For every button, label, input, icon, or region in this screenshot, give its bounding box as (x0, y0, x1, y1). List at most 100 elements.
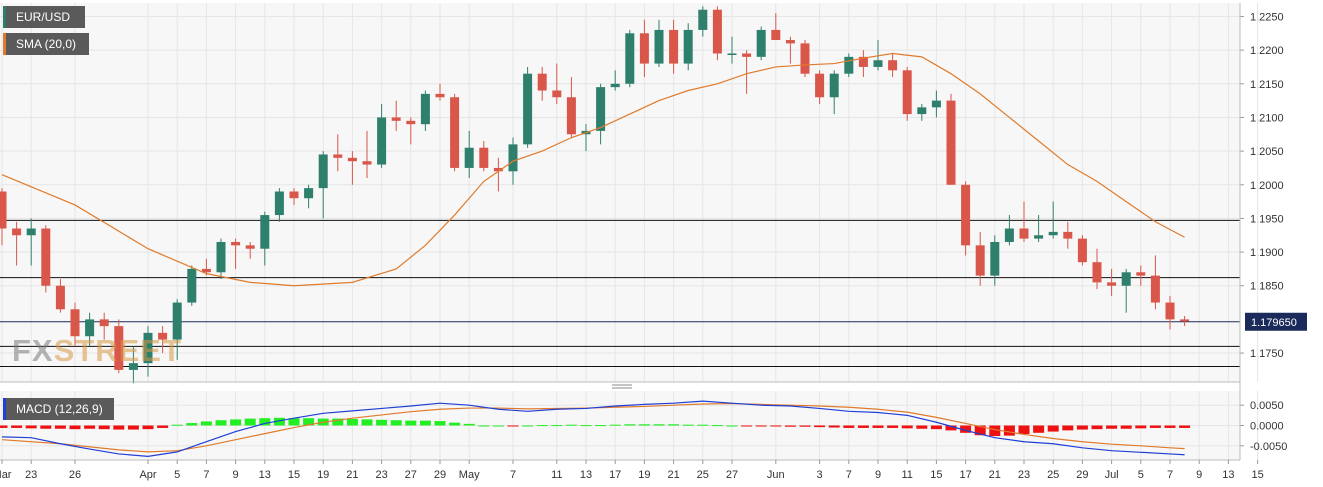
x-tick-label: 21 (346, 469, 358, 481)
macd-histogram-bar (200, 421, 212, 426)
x-tick-label: 9 (875, 469, 881, 481)
macd-histogram-bar (624, 424, 636, 426)
x-tick-label: 15 (930, 469, 942, 481)
x-tick-label: 19 (317, 469, 329, 481)
macd-histogram-bar (1003, 425, 1015, 436)
x-tick-label: 25 (697, 469, 709, 481)
macd-histogram-bar (974, 425, 986, 436)
macd-histogram-bar (230, 419, 242, 426)
candle-body (931, 100, 941, 108)
candle-body (128, 363, 138, 370)
x-tick-label: 15 (1251, 469, 1263, 481)
x-tick-label: 23 (25, 469, 37, 481)
macd-histogram-bar (1047, 425, 1059, 432)
macd-histogram-bar (1164, 425, 1176, 428)
candle-body (771, 29, 781, 41)
candle-body (1034, 235, 1044, 239)
candle-body (158, 332, 168, 340)
macd-histogram-bar (595, 425, 607, 427)
macd-histogram-bar (113, 425, 125, 430)
macd-histogram-bar (11, 425, 23, 428)
x-tick-label: 29 (1076, 469, 1088, 481)
candle-body (844, 56, 854, 74)
candle-body (829, 73, 839, 98)
candle-body (902, 70, 912, 115)
price-y-tick-label: 1.2050 (1250, 146, 1284, 158)
x-tick-label: 9 (233, 469, 239, 481)
x-tick-label: May (459, 469, 480, 481)
x-tick-label: 13 (1222, 469, 1234, 481)
x-tick-label: 23 (375, 469, 387, 481)
candle-body (990, 241, 1000, 276)
candle-body (318, 154, 328, 189)
x-tick-label: 26 (69, 469, 81, 481)
macd-histogram-bar (1018, 425, 1030, 435)
macd-histogram-bar (127, 425, 139, 430)
macd-histogram-bar (814, 425, 826, 428)
macd-histogram-bar (580, 425, 592, 427)
candle-body (99, 319, 109, 327)
candle-body (537, 73, 547, 91)
macd-histogram-bar (40, 425, 52, 429)
macd-histogram-bar (930, 425, 942, 430)
macd-histogram-bar (843, 425, 855, 428)
macd-histogram-bar (784, 425, 796, 427)
candle-body (391, 117, 401, 121)
macd-histogram-bar (726, 425, 738, 427)
candle-body (245, 245, 255, 249)
macd-indicator-label[interactable]: MACD (12,26,9) (3, 398, 114, 420)
candle-body (114, 326, 124, 370)
candle-body (625, 33, 635, 84)
sma-indicator-label[interactable]: SMA (20,0) (3, 33, 89, 55)
macd-histogram-bar (1062, 425, 1074, 431)
x-tick-label: 25 (1047, 469, 1059, 481)
candle-body (698, 9, 708, 30)
candle-body (1077, 238, 1087, 263)
macd-histogram-bar (828, 425, 840, 428)
macd-histogram-bar (405, 420, 417, 426)
x-tick-label: Jul (1105, 469, 1119, 481)
candle-body (435, 93, 445, 98)
candle-body (727, 53, 737, 55)
price-y-tick-label: 1.2000 (1250, 180, 1284, 192)
macd-histogram-bar (1149, 425, 1161, 428)
candle-body (231, 241, 241, 246)
macd-histogram-bar (303, 418, 315, 426)
candle-body (961, 184, 971, 246)
macd-histogram-bar (84, 425, 96, 429)
x-tick-label: 21 (667, 469, 679, 481)
candle-body (450, 97, 460, 168)
macd-histogram-bar (98, 425, 110, 430)
x-tick-label: 19 (638, 469, 650, 481)
x-tick-label: Apr (139, 469, 156, 481)
candle-body (479, 147, 489, 168)
x-tick-label: 17 (959, 469, 971, 481)
macd-histogram-bar (1106, 425, 1118, 429)
current-price-label: 1.179650 (1251, 317, 1297, 329)
candle-body (464, 147, 474, 168)
price-y-tick-label: 1.2150 (1250, 79, 1284, 91)
candle-body (187, 268, 197, 303)
macd-histogram-bar (682, 424, 694, 426)
candle-body (815, 73, 825, 98)
macd-histogram-bar (273, 417, 285, 426)
x-tick-label: 13 (259, 469, 271, 481)
macd-y-tick-label: 0.0050 (1250, 400, 1284, 412)
macd-histogram-bar (916, 425, 928, 429)
candle-body (756, 29, 766, 57)
macd-histogram-bar (711, 425, 723, 427)
x-tick-label: 7 (1167, 469, 1173, 481)
macd-line (1, 400, 1185, 457)
candle-body (493, 167, 503, 172)
candle-body (26, 228, 36, 236)
candle-body (858, 56, 868, 67)
candle-body (917, 107, 927, 115)
symbol-label[interactable]: EUR/USD (3, 6, 85, 28)
macd-histogram-bar (215, 420, 227, 426)
x-tick-label: 23 (1018, 469, 1030, 481)
macd-histogram-bar (653, 424, 665, 426)
candle-body (1180, 319, 1190, 322)
candle-body (143, 332, 153, 364)
macd-histogram-bar (171, 424, 183, 426)
candle-body (55, 285, 65, 310)
